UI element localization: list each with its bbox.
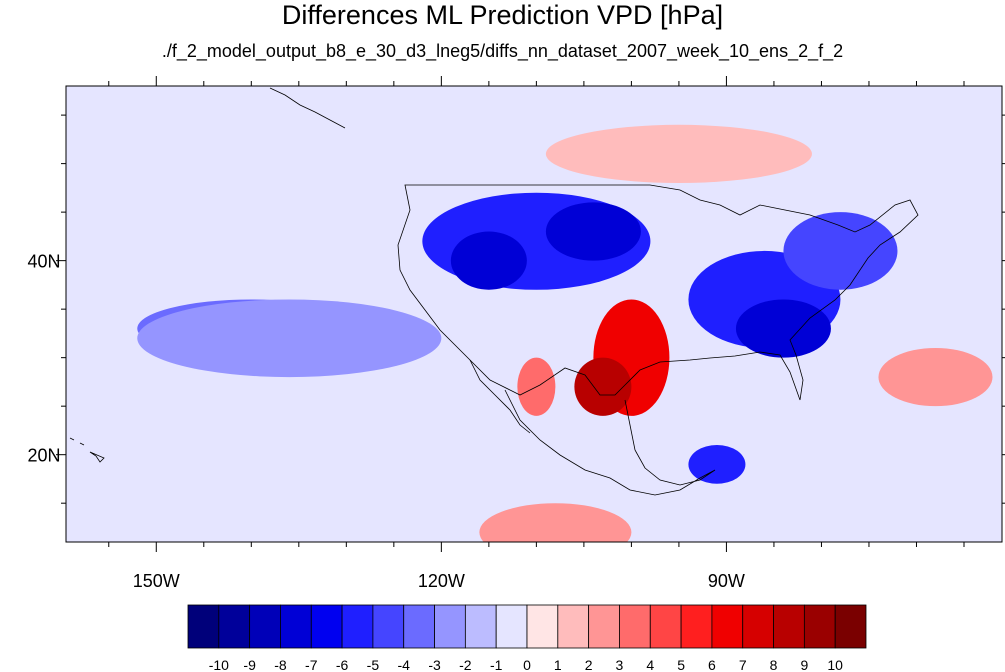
colorbar-box <box>649 604 682 649</box>
mexico-outline <box>504 389 716 496</box>
colorbar-label: 1 <box>554 657 562 672</box>
colorbar-label: 5 <box>677 657 685 672</box>
colorbar-box <box>372 604 405 649</box>
colorbar-box <box>588 604 620 649</box>
colorbar-label: -4 <box>398 657 411 672</box>
colorbar-label: -7 <box>305 657 318 672</box>
colorbar-box <box>495 604 528 649</box>
map-subtitle: ./f_2_model_output_b8_e_30_d3_lneg5/diff… <box>161 41 844 61</box>
difference-field <box>137 124 993 542</box>
alaska-coast <box>269 87 346 129</box>
colorbar-box <box>310 604 343 649</box>
colorbar-box <box>711 604 744 649</box>
hawaii-islands <box>69 437 105 463</box>
colorbar-label: -6 <box>336 657 349 672</box>
colorbar-box <box>680 604 713 649</box>
colorbar-box <box>434 604 466 649</box>
colorbar-box <box>341 604 374 649</box>
colorbar-label: 2 <box>585 657 593 672</box>
colorbar-label: 9 <box>800 657 808 672</box>
colorbar-box <box>619 604 651 649</box>
colorbar-label: -2 <box>459 657 472 672</box>
colorbar-label: 10 <box>827 657 843 672</box>
x-tick-label: 90W <box>708 571 745 591</box>
baja-outline <box>469 359 531 434</box>
map-title: Differences ML Prediction VPD [hPa] <box>281 0 724 30</box>
anomaly-region-7 <box>137 299 442 378</box>
colorbar-label: 7 <box>739 657 747 672</box>
anomaly-region-14 <box>479 503 632 542</box>
colorbar-box <box>803 604 836 649</box>
colorbar-label: 4 <box>646 657 654 672</box>
colorbar-label: -1 <box>490 657 503 672</box>
colorbar-box <box>557 604 590 649</box>
coastlines <box>69 87 919 496</box>
y-tick-label: 40N <box>27 252 60 272</box>
colorbar-label: 8 <box>770 657 778 672</box>
anomaly-region-11 <box>688 444 746 484</box>
us-outline <box>397 184 919 401</box>
colorbar-label: 6 <box>708 657 716 672</box>
anomaly-region-2 <box>450 231 527 290</box>
colorbar-box <box>464 604 497 649</box>
colorbar-box <box>742 604 774 649</box>
colorbar-box <box>526 604 559 649</box>
colorbar-box <box>834 604 867 649</box>
colorbar-box <box>187 604 220 649</box>
y-tick-label: 20N <box>27 446 60 466</box>
colorbar-label: -9 <box>243 657 256 672</box>
colorbar-label: -3 <box>428 657 441 672</box>
colorbar-box <box>280 604 312 649</box>
anomaly-region-9 <box>574 357 632 416</box>
colorbar-label: -5 <box>367 657 380 672</box>
colorbar-box <box>773 604 805 649</box>
x-tick-label: 150W <box>133 571 180 591</box>
anomaly-region-13 <box>878 347 993 407</box>
colorbar-box <box>249 604 281 649</box>
colorbar-label: -8 <box>274 657 287 672</box>
colorbar-box <box>403 604 435 649</box>
x-tick-label: 120W <box>418 571 465 591</box>
colorbar: -10 -9 -8 -7 -6 -5 -4 -3 -2 -1 0 1 2 3 4 5 6 7 8 9 10 <box>187 604 867 672</box>
anomaly-region-4 <box>735 299 831 358</box>
axis-tick-labels: 150W 120W 90W 20N 40N <box>27 252 744 591</box>
anomaly-region-12 <box>545 124 812 184</box>
colorbar-label: 3 <box>616 657 624 672</box>
anomaly-region-1 <box>545 202 641 261</box>
colorbar-box <box>218 604 251 649</box>
map-frame <box>65 85 1003 543</box>
colorbar-label: -10 <box>209 657 229 672</box>
colorbar-label: 0 <box>523 657 531 672</box>
anomaly-region-5 <box>783 212 898 290</box>
